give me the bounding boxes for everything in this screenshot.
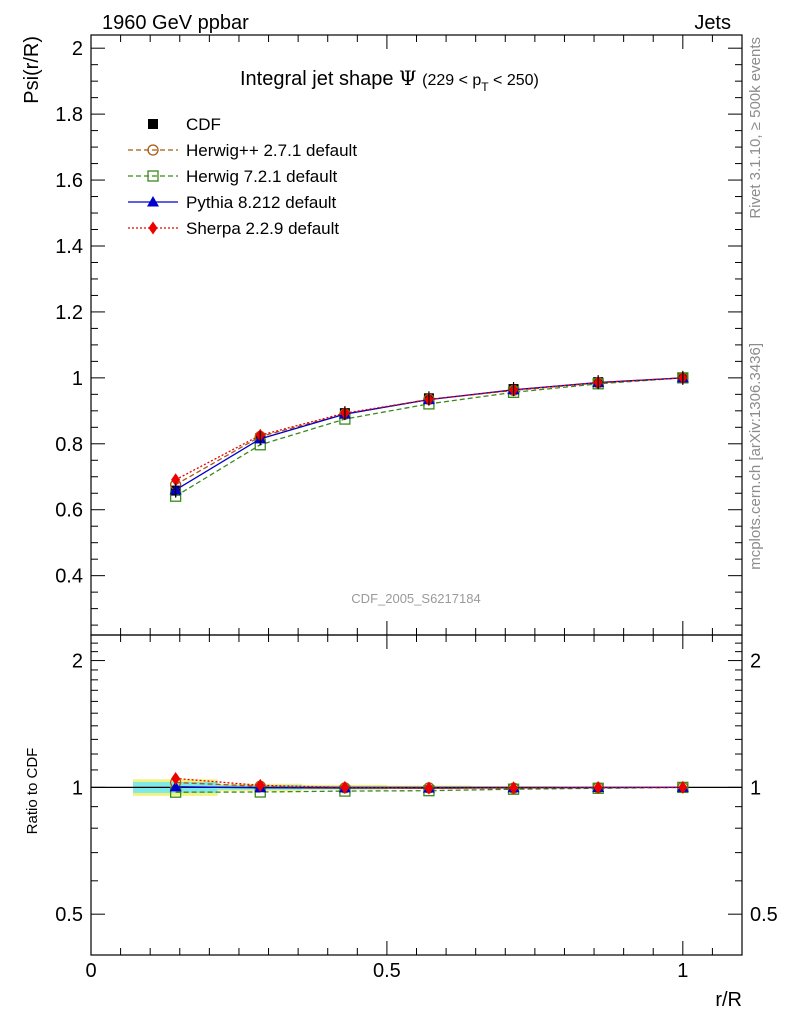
ratio-point bbox=[255, 778, 265, 792]
ratio-point bbox=[509, 781, 519, 795]
ratio-panel-series bbox=[91, 771, 742, 798]
ratio-y-tick-label-right: 0.5 bbox=[750, 904, 778, 926]
ratio-point bbox=[340, 780, 350, 794]
ratio-y-axis-label: Ratio to CDF bbox=[24, 748, 41, 835]
plot-title: Integral jet shape Ψ (229 < pT < 250) bbox=[240, 66, 539, 94]
series-pythia bbox=[169, 371, 689, 495]
series-herwig bbox=[169, 372, 689, 491]
main-y-tick-label: 1.2 bbox=[55, 302, 83, 324]
main-y-tick-label: 1.8 bbox=[55, 104, 83, 126]
cdf-error-bars bbox=[175, 370, 684, 498]
legend-label: Pythia 8.212 default bbox=[186, 193, 337, 212]
main-y-tick-label: 2 bbox=[72, 38, 83, 60]
legend-label: Sherpa 2.2.9 default bbox=[186, 219, 339, 238]
main-panel-series bbox=[169, 370, 689, 502]
main-panel-ticks: 0.4 0.6 0.8 1 1.2 1.4 1.6 1.8 2 bbox=[55, 35, 743, 635]
plot-title-range-subscript: T bbox=[481, 80, 489, 94]
ratio-y-tick-label: 0.5 bbox=[55, 904, 83, 926]
legend-item: Sherpa 2.2.9 default bbox=[128, 219, 339, 238]
ratio-series-sherpa bbox=[171, 771, 688, 795]
main-y-tick-label: 0.6 bbox=[55, 500, 83, 522]
series-sherpa bbox=[171, 371, 688, 487]
ratio-point bbox=[171, 771, 181, 785]
legend-item: Herwig 7.2.1 default bbox=[128, 167, 337, 186]
legend-item: CDF bbox=[148, 115, 221, 134]
legend-marker bbox=[148, 119, 158, 129]
main-y-tick-label: 1.6 bbox=[55, 170, 83, 192]
header-collision-label: 1960 GeV ppbar bbox=[102, 12, 249, 34]
x-tick-label: 1 bbox=[677, 960, 688, 982]
legend: CDF Herwig++ 2.7.1 default Herwig 7.2.1 de… bbox=[128, 115, 357, 238]
plot-title-main: Integral jet shape bbox=[240, 68, 393, 90]
mcplots-reference-label: mcplots.cern.ch [arXiv:1306.3436] bbox=[747, 343, 764, 570]
legend-label: Herwig++ 2.7.1 default bbox=[186, 141, 357, 160]
legend-marker bbox=[147, 144, 159, 156]
main-y-tick-label: 0.8 bbox=[55, 434, 83, 456]
series-cdf bbox=[170, 372, 688, 496]
header-process-label: Jets bbox=[694, 12, 731, 34]
ratio-y-tick-label: 2 bbox=[72, 651, 83, 673]
ratio-y-tick-label-right: 2 bbox=[750, 651, 761, 673]
legend-marker bbox=[148, 221, 158, 235]
ratio-panel-ticks: 0.5 0.5 1 1 2 2 0 0.5 1 bbox=[55, 635, 778, 982]
plot-title-symbol: Ψ bbox=[399, 66, 417, 90]
ratio-point bbox=[678, 780, 688, 794]
analysis-watermark: CDF_2005_S6217184 bbox=[351, 591, 480, 606]
legend-label: Herwig 7.2.1 default bbox=[186, 167, 337, 186]
plot-title-range: (229 < p bbox=[422, 72, 481, 89]
rivet-version-label: Rivet 3.1.10, ≥ 500k events bbox=[747, 37, 764, 219]
legend-marker bbox=[147, 196, 159, 207]
main-y-tick-label: 1.4 bbox=[55, 236, 83, 258]
legend-label: CDF bbox=[186, 115, 221, 134]
ratio-point bbox=[593, 781, 603, 795]
main-y-tick-label: 0.4 bbox=[55, 566, 83, 588]
x-axis-label: r/R bbox=[715, 989, 742, 1011]
ratio-point bbox=[169, 780, 182, 792]
ratio-point bbox=[424, 781, 434, 795]
x-tick-label: 0.5 bbox=[373, 960, 401, 982]
legend-item: Pythia 8.212 default bbox=[128, 193, 337, 212]
main-y-axis-label: Psi(r/R) bbox=[21, 36, 43, 104]
data-point bbox=[171, 473, 181, 487]
legend-item: Herwig++ 2.7.1 default bbox=[128, 141, 357, 160]
ratio-y-tick-label-right: 1 bbox=[750, 777, 761, 799]
ratio-y-tick-label: 1 bbox=[72, 777, 83, 799]
legend-marker bbox=[147, 170, 159, 182]
main-y-tick-label: 1 bbox=[72, 368, 83, 390]
x-tick-label: 0 bbox=[85, 960, 96, 982]
plot-title-range-close: < 250) bbox=[489, 72, 539, 89]
